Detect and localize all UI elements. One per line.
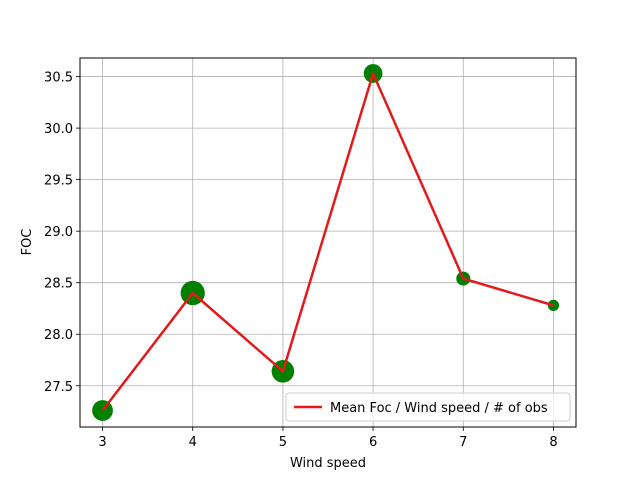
legend-box	[285, 392, 571, 422]
y-tick-label: 29.0	[44, 225, 73, 240]
data-point	[547, 299, 560, 311]
x-tick-label: 5	[279, 435, 287, 450]
y-tick-label: 30.5	[44, 71, 73, 86]
plot-area	[80, 58, 576, 427]
x-tick-label: 7	[459, 435, 467, 450]
y-tick-label: 28.5	[44, 277, 73, 292]
y-tick-label: 28.0	[44, 328, 73, 343]
legend: Mean Foc / Wind speed / # of obs	[285, 392, 571, 422]
x-tick-label: 3	[98, 435, 106, 450]
legend-label: Mean Foc / Wind speed / # of obs	[330, 401, 548, 416]
y-axis-label: FOC	[20, 229, 35, 256]
y-tick-label: 30.0	[44, 122, 73, 137]
y-tick-label: 29.5	[44, 174, 73, 189]
x-tick-label: 8	[549, 435, 557, 450]
axes: 3 4 5 6 7 8 27.5 28.0 28.5 29.0 29.5 30.0 30.5	[44, 71, 558, 450]
y-tick-label: 27.5	[44, 380, 73, 395]
plot-frame	[79, 57, 577, 428]
grid	[80, 58, 576, 427]
x-axis-label: Wind speed	[290, 456, 366, 471]
series-layer	[92, 64, 560, 421]
x-tick-label: 4	[189, 435, 197, 450]
x-tick-label: 6	[369, 435, 377, 450]
series-line	[101, 72, 554, 412]
